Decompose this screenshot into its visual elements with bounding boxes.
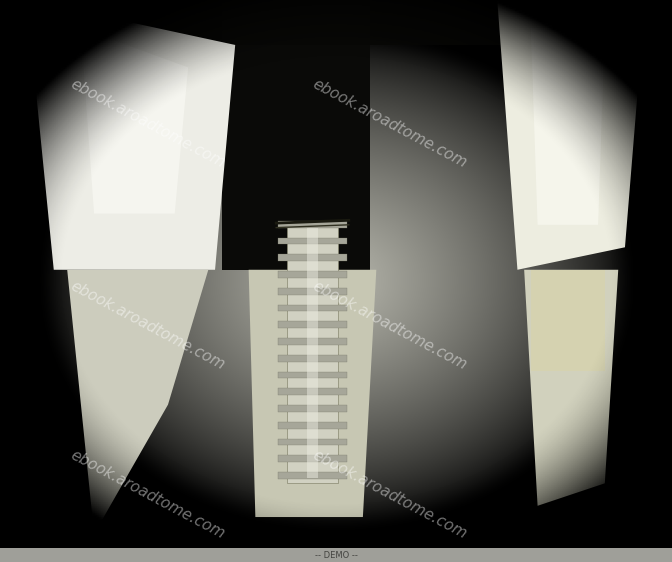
Text: ebook.aroadtome.com: ebook.aroadtome.com [68, 447, 228, 542]
Text: ebook.aroadtome.com: ebook.aroadtome.com [310, 76, 470, 171]
Bar [278, 405, 347, 412]
Polygon shape [27, 0, 235, 270]
Bar [278, 472, 347, 479]
Bar [278, 321, 347, 328]
Text: ebook.aroadtome.com: ebook.aroadtome.com [310, 447, 470, 542]
Polygon shape [645, 0, 672, 112]
Bar [0, 548, 672, 562]
Polygon shape [0, 0, 40, 84]
Polygon shape [81, 28, 188, 214]
Bar [307, 228, 318, 478]
Polygon shape [531, 28, 605, 225]
Bar [278, 288, 347, 294]
Bar [531, 270, 605, 371]
Bar [0, 0, 672, 45]
Bar [222, 0, 370, 270]
Polygon shape [524, 270, 618, 506]
Polygon shape [249, 270, 376, 517]
Text: ebook.aroadtome.com: ebook.aroadtome.com [68, 76, 228, 171]
Bar [278, 338, 347, 345]
Polygon shape [67, 270, 208, 534]
Bar [278, 371, 347, 378]
Bar [278, 388, 347, 395]
Polygon shape [497, 0, 645, 270]
Bar [287, 222, 338, 483]
Bar [278, 455, 347, 462]
Text: ebook.aroadtome.com: ebook.aroadtome.com [68, 279, 228, 373]
Bar [278, 355, 347, 361]
Bar [278, 221, 347, 228]
Text: -- DEMO --: -- DEMO -- [314, 551, 358, 560]
Bar [278, 438, 347, 445]
Bar [278, 305, 347, 311]
Bar [278, 238, 347, 244]
Bar [278, 255, 347, 261]
Text: ebook.aroadtome.com: ebook.aroadtome.com [310, 279, 470, 373]
Bar [278, 422, 347, 429]
Bar [278, 271, 347, 278]
